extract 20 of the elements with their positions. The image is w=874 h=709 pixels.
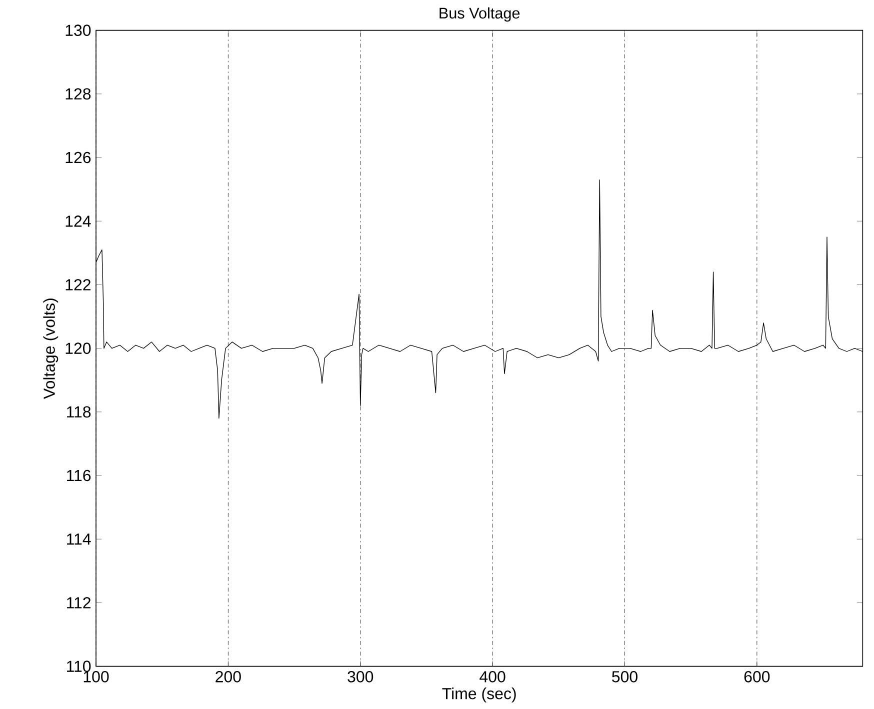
x-tick-label: 600	[744, 671, 770, 682]
y-tick-label: 110	[67, 660, 91, 672]
y-tick-label: 118	[67, 406, 91, 418]
y-tick-label: 120	[66, 342, 91, 354]
y-tick-label: 114	[67, 534, 91, 545]
y-tick-label: 130	[66, 24, 91, 36]
x-axis-title: Time (sec)	[442, 688, 516, 702]
chart-title: Bus Voltage	[440, 7, 520, 22]
y-axis-title: Voltage (volts)	[43, 298, 58, 399]
y-tick-label: 126	[66, 152, 91, 164]
y-tick-label: 122	[66, 279, 90, 290]
x-tick-label: 400	[480, 671, 506, 682]
y-tick-label: 124	[66, 216, 91, 227]
y-tick-label: 116	[67, 470, 91, 482]
y-tick-label: 112	[67, 597, 90, 608]
x-tick-label: 200	[216, 671, 241, 682]
y-tick-label: 128	[66, 88, 91, 100]
x-tick-label: 500	[612, 671, 638, 682]
x-tick-label: 300	[348, 671, 374, 682]
x-tick-label: 100	[84, 671, 109, 682]
